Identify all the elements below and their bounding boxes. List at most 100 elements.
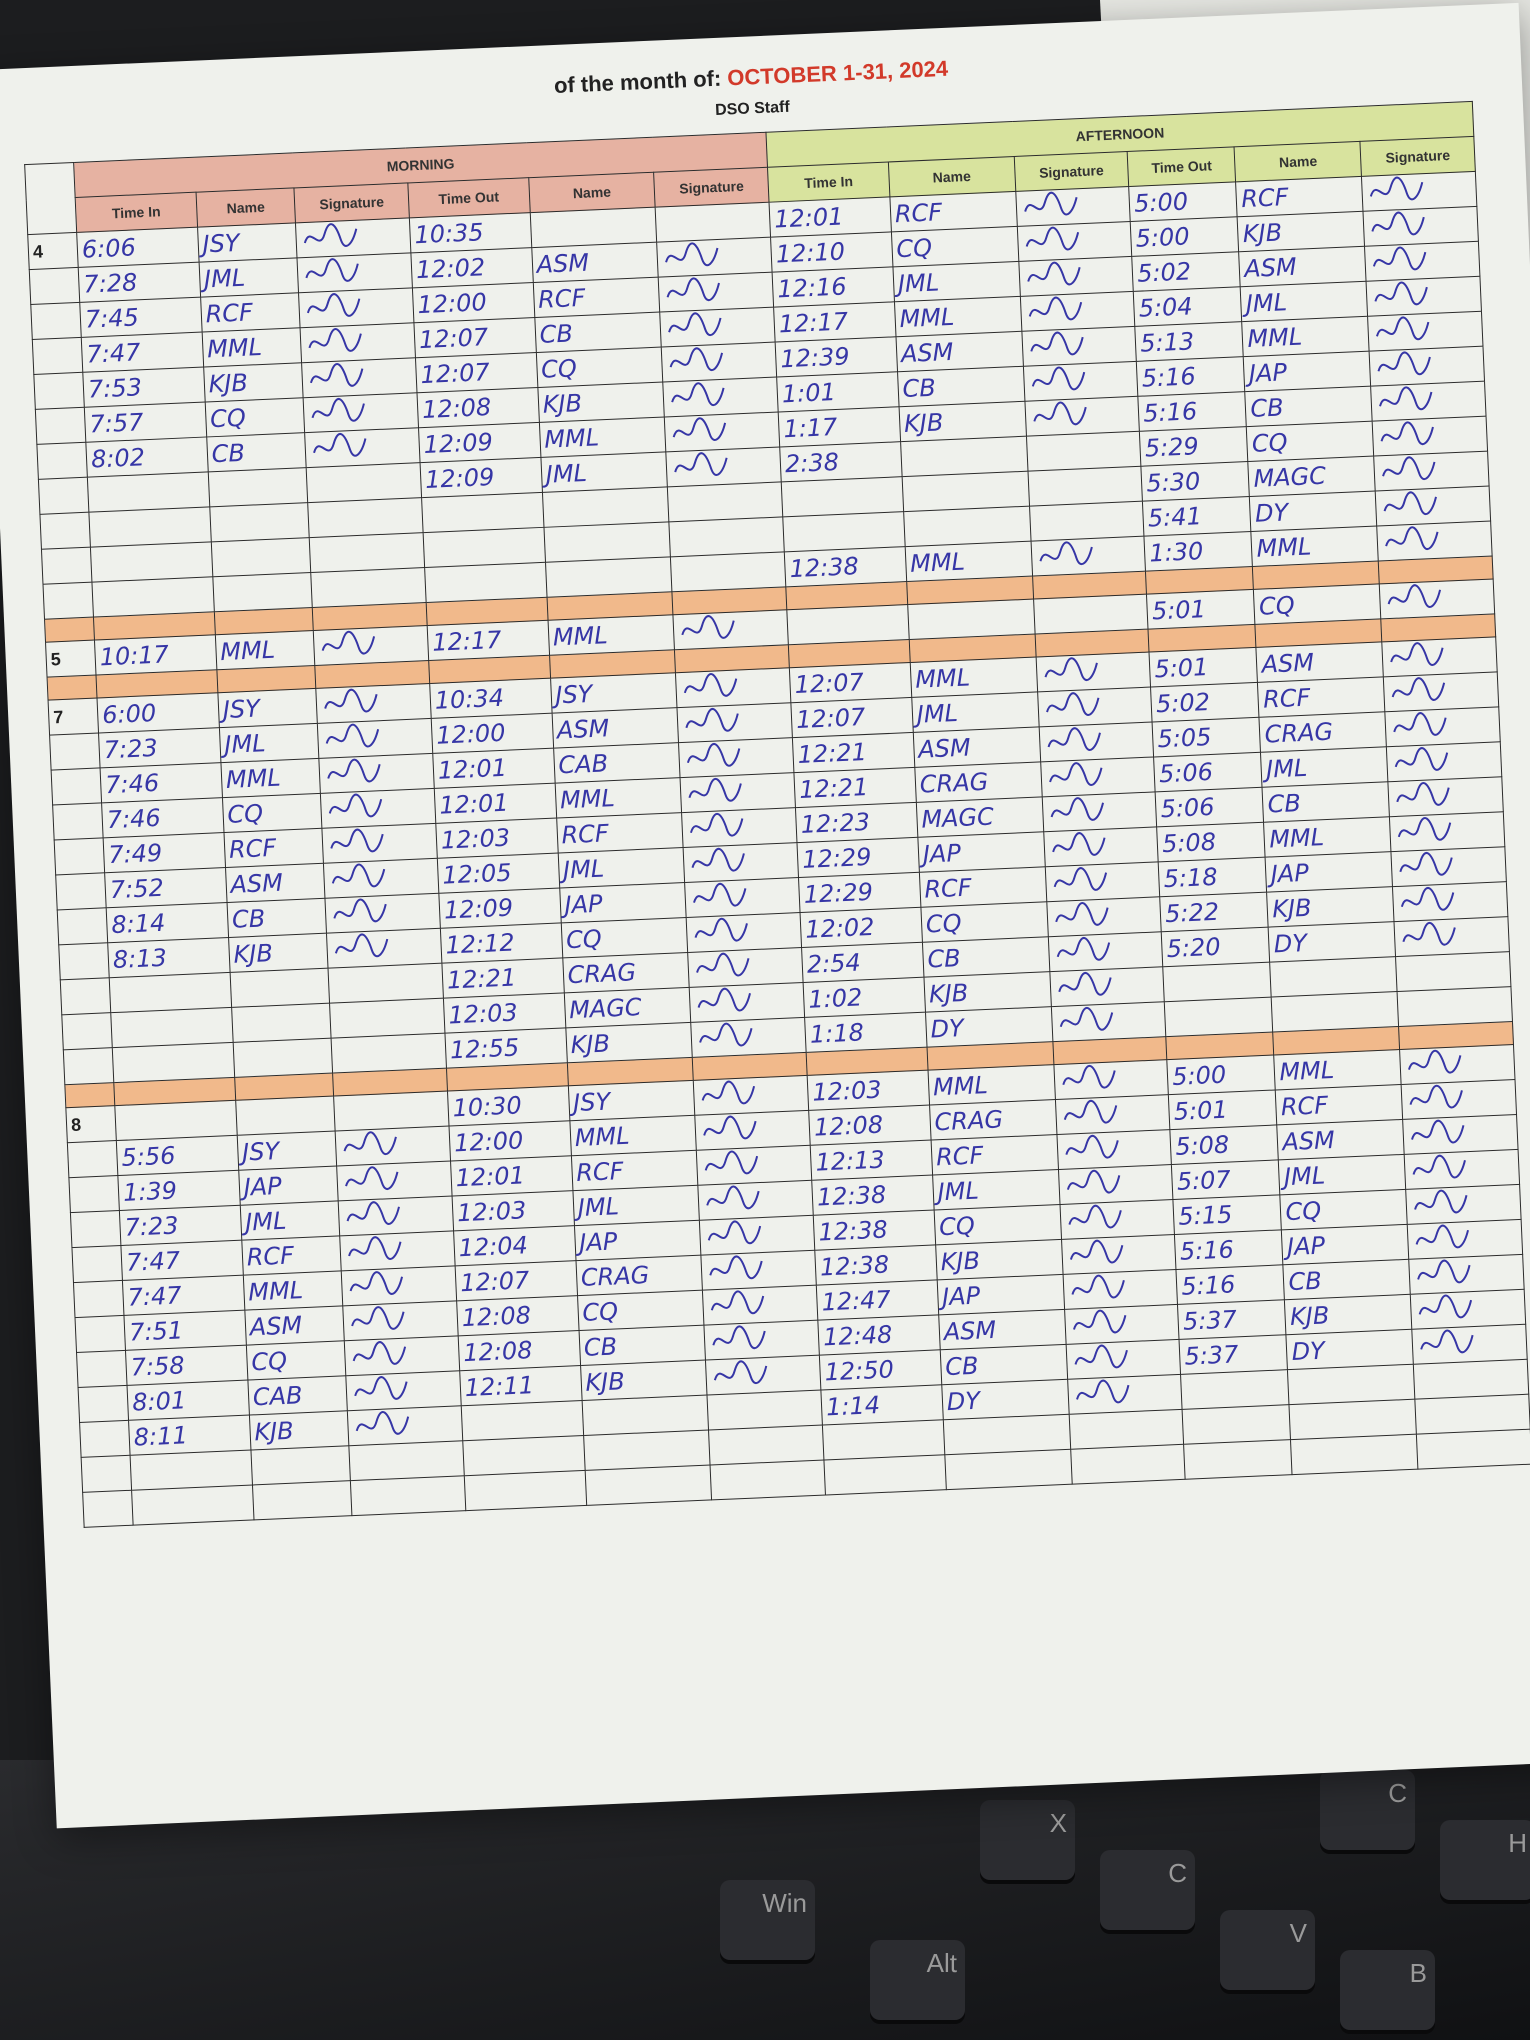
time-cell: 5:37 — [1179, 1334, 1288, 1375]
time-cell: 12:17 — [427, 620, 550, 661]
signature-cell — [346, 1370, 462, 1411]
signature-cell — [303, 392, 419, 433]
table-row: 8:11 KJB 1:14 DY — [79, 1359, 1529, 1458]
signature-scribble — [321, 630, 376, 655]
name-cell — [907, 599, 1035, 640]
name-cell: KJB — [537, 381, 665, 423]
table-row: 5:41 DY — [41, 486, 1491, 585]
time-cell: 5:15 — [1173, 1194, 1282, 1235]
time-cell: 5:56 — [116, 1135, 239, 1176]
name-cell: JML — [932, 1169, 1060, 1210]
name-cell — [212, 572, 313, 612]
name-cell: JML — [540, 451, 668, 493]
table-row: 7:49 RCF 12:03 RCF 12:23 MAGC 5:06 CB — [54, 776, 1504, 875]
signature-scribble — [1398, 816, 1452, 841]
signature-scribble — [1395, 747, 1449, 771]
time-cell: 7:53 — [82, 367, 205, 408]
signature-scribble — [327, 758, 381, 783]
name-cell: CB — [1283, 1259, 1411, 1300]
time-cell: 12:08 — [416, 387, 539, 428]
signature-cell — [695, 1110, 811, 1151]
signature-cell — [680, 772, 796, 813]
name-cell: CAB — [247, 1375, 348, 1416]
time-cell: 5:06 — [1155, 787, 1264, 827]
time-cell: 12:47 — [816, 1279, 939, 1321]
signature-scribble — [1072, 1309, 1126, 1334]
column-header: Time In — [75, 192, 198, 233]
table-row: 7:58 CQ 12:08 CB 12:48 ASM 5:37 KJB — [76, 1289, 1526, 1388]
name-cell: CRAG — [914, 761, 1042, 803]
name-cell: JML — [219, 723, 320, 763]
signature-cell — [317, 718, 433, 759]
day-number — [36, 442, 88, 480]
signature-scribble — [1066, 1169, 1120, 1194]
table-row: 8:01 CAB 12:11 KJB 12:50 CB 5:37 DY — [78, 1324, 1528, 1423]
signature-cell — [1040, 756, 1156, 797]
signature-scribble — [352, 1341, 407, 1365]
signature-scribble — [1075, 1379, 1130, 1404]
time-cell: 12:12 — [440, 922, 563, 964]
day-number — [41, 547, 92, 585]
time-cell: 12:21 — [792, 732, 915, 773]
keyboard: Win Alt X C V B C H — [0, 1760, 1530, 2040]
signature-cell — [1367, 311, 1483, 352]
time-cell: 12:01 — [432, 748, 555, 789]
name-cell: CRAG — [1259, 711, 1387, 753]
time-cell: 7:23 — [98, 727, 221, 768]
time-cell: 5:30 — [1141, 461, 1250, 502]
table-row: 12:55 KJB 1:18 DY — [63, 986, 1513, 1085]
time-cell: 5:41 — [1142, 496, 1252, 537]
time-cell: 12:02 — [410, 247, 533, 288]
name-cell: MAGC — [916, 796, 1044, 838]
day-number: 7 — [48, 697, 99, 736]
name-cell: RCF — [200, 292, 301, 333]
name-cell: ASM — [244, 1305, 345, 1346]
signature-scribble — [1025, 226, 1079, 251]
name-cell: CQ — [246, 1340, 347, 1381]
signature-scribble — [1074, 1344, 1128, 1369]
signature-cell — [693, 1075, 809, 1116]
signature-scribble — [1032, 401, 1087, 426]
table-row: 7:53 KJB 12:07 CQ 12:39 ASM 5:13 MML — [33, 311, 1483, 410]
day-number — [51, 767, 102, 806]
signature-scribble — [671, 382, 725, 406]
signature-cell — [1056, 1129, 1172, 1170]
signature-cell — [1363, 206, 1479, 247]
signature-cell — [1050, 1001, 1167, 1042]
signature-cell — [1047, 931, 1163, 972]
signature-cell — [1372, 416, 1488, 457]
name-cell: ASM — [1256, 641, 1384, 683]
signature-cell — [696, 1145, 812, 1186]
name-cell: MML — [894, 296, 1022, 337]
time-cell: 12:08 — [456, 1295, 579, 1336]
signature-cell — [691, 1017, 807, 1058]
signature-cell — [1416, 1429, 1530, 1470]
name-cell: CQ — [891, 226, 1019, 267]
name-cell: MML — [215, 630, 316, 670]
signature-scribble — [330, 828, 384, 853]
name-cell: JSY — [197, 222, 298, 263]
signature-cell — [1373, 451, 1490, 492]
table-row: 7:52 ASM 12:05 JML 12:29 JAP 5:08 MML — [55, 811, 1505, 910]
time-cell: 12:09 — [418, 422, 541, 463]
name-cell: KJB — [1267, 886, 1395, 928]
time-cell: 5:00 — [1130, 216, 1240, 257]
signature-scribble — [313, 432, 367, 457]
name-cell: DY — [1268, 921, 1396, 963]
signature-cell — [710, 1460, 826, 1500]
signature-scribble — [1064, 1134, 1119, 1159]
signature-cell — [1397, 986, 1513, 1027]
signature-scribble — [346, 1201, 401, 1225]
name-cell: JML — [1260, 746, 1389, 788]
signature-scribble — [308, 328, 363, 352]
signature-cell — [1038, 721, 1154, 762]
day-number — [58, 942, 110, 980]
signature-cell — [347, 1405, 463, 1446]
time-cell: 5:08 — [1170, 1124, 1279, 1165]
signature-scribble — [1393, 712, 1447, 736]
signature-cell — [1364, 241, 1480, 282]
name-cell: DY — [925, 1006, 1053, 1048]
day-number — [57, 907, 108, 945]
time-cell: 12:17 — [773, 301, 896, 343]
time-cell: 8:11 — [128, 1415, 251, 1456]
